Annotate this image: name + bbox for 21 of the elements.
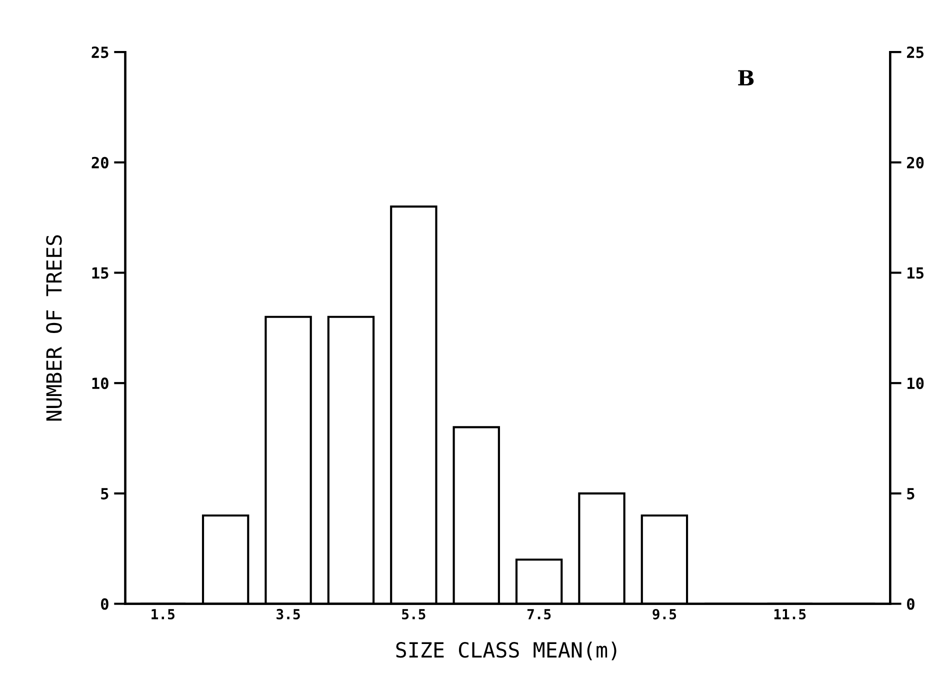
y2-tick-label: 5 [907,488,914,500]
y2-tick-label: 25 [906,46,924,58]
y-tick-label: 10 [92,378,108,390]
y-tick-label: 15 [92,267,108,279]
y2-tick-label: 20 [906,156,924,168]
y2-tick-label: 10 [908,378,924,390]
x-tick-label: 9.5 [652,608,676,620]
x-tick-label: 7.5 [527,609,551,620]
x-tick-label: 11.5 [774,609,806,620]
y2-tick-label: 15 [908,267,924,279]
y-axis-title: NUMBER OF TREES [46,235,62,421]
y-tick-label: 25 [92,46,108,58]
x-tick-label: 1.5 [152,609,174,620]
y-tick-label: 5 [101,488,108,500]
y2-tick-label: 0 [907,598,914,610]
y-tick-label: 0 [101,598,108,610]
x-tick-label: 3.5 [276,608,300,620]
x-axis-title: SIZE CLASS MEAN(m) [396,642,616,660]
x-tick-label: 5.5 [402,609,426,620]
y-tick-label: 20 [92,156,108,168]
annotation: B [738,70,754,86]
